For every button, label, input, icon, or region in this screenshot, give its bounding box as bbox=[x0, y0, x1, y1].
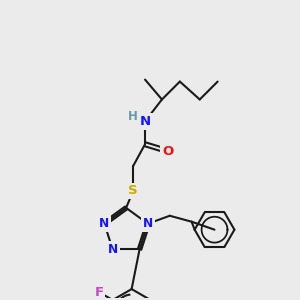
Text: N: N bbox=[108, 243, 118, 256]
Text: S: S bbox=[128, 184, 138, 197]
Text: N: N bbox=[99, 217, 110, 230]
Text: O: O bbox=[162, 145, 173, 158]
Text: N: N bbox=[140, 115, 151, 128]
Text: H: H bbox=[128, 110, 138, 123]
Text: F: F bbox=[94, 286, 104, 298]
Text: N: N bbox=[143, 217, 153, 230]
